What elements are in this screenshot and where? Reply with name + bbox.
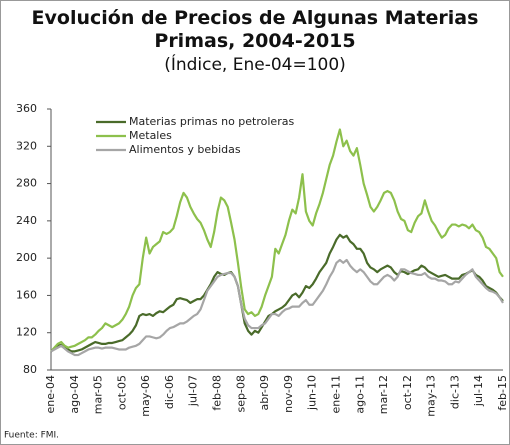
y-tick-label: 120 <box>16 326 37 339</box>
x-tick-label: jun-10 <box>306 375 319 411</box>
y-tick-label: 80 <box>23 363 37 376</box>
y-tick-label: 360 <box>16 102 37 115</box>
data-line <box>50 258 504 357</box>
x-tick-label: jul-14 <box>472 375 485 407</box>
x-tick-label: ene-11 <box>329 375 342 413</box>
x-tick-label: oct-05 <box>115 375 128 410</box>
y-tick-label: 200 <box>16 251 37 264</box>
x-tick-label: abr-09 <box>258 375 271 411</box>
chart-title-box: Evolución de Precios de Algunas Materias… <box>1 7 509 53</box>
y-tick-label: 160 <box>16 288 37 301</box>
x-tick-label: feb-15 <box>496 375 509 411</box>
legend-label: Alimentos y bebidas <box>129 143 241 156</box>
chart-subtitle: (Índice, Ene-04=100) <box>164 55 346 75</box>
x-tick-label: oct-12 <box>401 375 414 410</box>
x-tick-label: ago-04 <box>68 375 81 414</box>
x-tick-label: mar-12 <box>377 375 390 414</box>
x-tick-label: may-13 <box>425 375 438 417</box>
x-tick-label: ago-11 <box>353 375 366 414</box>
legend-label: Metales <box>129 129 172 142</box>
data-line <box>50 128 504 353</box>
source-note: Fuente: FMI. <box>4 431 59 441</box>
x-tick-label: dic-13 <box>448 375 461 409</box>
x-tick-label: jul-07 <box>187 375 200 407</box>
y-tick-label: 280 <box>16 177 37 190</box>
x-tick-label: ene-04 <box>44 375 57 413</box>
x-tick-label: mar-05 <box>92 375 105 414</box>
x-tick-label: dic-06 <box>163 375 176 409</box>
x-tick-label: feb-08 <box>211 375 224 411</box>
x-tick-label: sep-08 <box>234 375 247 412</box>
chart-title: Evolución de Precios de Algunas Materias… <box>31 7 479 52</box>
legend-label: Materias primas no petroleras <box>129 115 294 128</box>
y-tick-label: 240 <box>16 214 37 227</box>
x-tick-label: nov-09 <box>282 375 295 413</box>
x-tick-label: may-06 <box>139 375 152 417</box>
data-line <box>50 233 504 353</box>
y-tick-label: 320 <box>16 139 37 152</box>
